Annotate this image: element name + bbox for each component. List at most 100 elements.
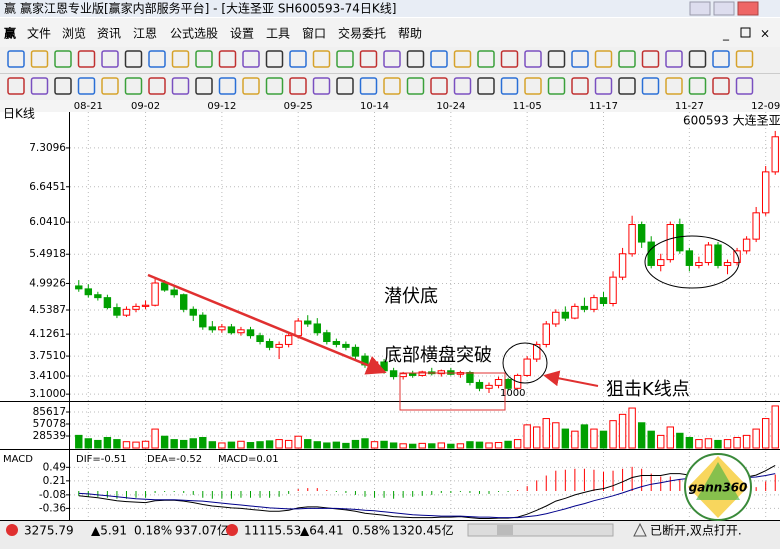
toolbar-button[interactable]	[195, 50, 213, 68]
toolbar-button[interactable]	[171, 50, 190, 68]
toolbar-button[interactable]	[336, 77, 354, 95]
toolbar-button[interactable]	[618, 77, 636, 95]
minimize-button[interactable]	[689, 1, 711, 16]
y-tick-label: 3.1000	[29, 388, 66, 400]
volume-bar	[580, 424, 589, 449]
volume-bar	[389, 442, 398, 449]
pointer-arrow	[543, 370, 599, 387]
toolbar-button[interactable]	[571, 77, 589, 95]
menu-item[interactable]: 设置	[230, 27, 254, 41]
toolbar-button[interactable]	[218, 50, 237, 68]
menu-item[interactable]: 文件	[27, 26, 51, 41]
toolbar-button[interactable]	[54, 50, 72, 68]
toolbar-button[interactable]	[406, 50, 425, 68]
toolbar-button[interactable]	[54, 77, 72, 95]
toolbar-button[interactable]	[430, 50, 448, 68]
toolbar-button[interactable]	[312, 50, 331, 68]
toolbar-button[interactable]	[735, 50, 754, 68]
toolbar-button[interactable]	[148, 77, 166, 95]
toolbar-button[interactable]	[477, 50, 495, 68]
toolbar-button[interactable]	[383, 77, 401, 95]
volume-bar	[447, 443, 455, 449]
sz-change: ▲64.41	[300, 524, 344, 538]
menu-item[interactable]: 帮助	[398, 27, 422, 41]
connection-status[interactable]: 已断开,双点打开.	[650, 523, 742, 538]
logo: gann360	[684, 453, 752, 521]
toolbar-button[interactable]	[453, 77, 472, 95]
toolbar-button[interactable]	[242, 50, 260, 68]
scrollbar[interactable]	[467, 523, 614, 537]
mdi-restore[interactable]	[740, 27, 751, 38]
toolbar-button[interactable]	[124, 77, 143, 95]
toolbar-button[interactable]	[77, 50, 96, 68]
toolbar-button[interactable]	[735, 77, 754, 95]
toolbar-button[interactable]	[77, 77, 96, 95]
toolbar-button[interactable]	[124, 50, 143, 68]
toolbar-button[interactable]	[30, 50, 49, 68]
annotation: 狙击K线点	[606, 379, 690, 400]
toolbar-button[interactable]	[265, 50, 284, 68]
toolbar-button[interactable]	[688, 50, 707, 68]
menu-item[interactable]: 窗口	[302, 27, 326, 41]
toolbar-button[interactable]	[524, 50, 542, 68]
toolbar-button[interactable]	[430, 77, 448, 95]
toolbar-button[interactable]	[500, 77, 519, 95]
toolbar-button[interactable]	[171, 77, 190, 95]
menu-item[interactable]: 江恩	[133, 27, 157, 41]
mdi-minimize[interactable]: _	[722, 27, 730, 41]
toolbar-button[interactable]	[289, 50, 307, 68]
volume-bar	[456, 443, 465, 449]
toolbar-button[interactable]	[359, 50, 378, 68]
toolbar-button[interactable]	[359, 77, 378, 95]
mdi-close[interactable]: ×	[760, 27, 770, 41]
candle-body	[323, 332, 331, 343]
toolbar-button[interactable]	[712, 77, 730, 95]
toolbar-button[interactable]	[101, 77, 119, 95]
toolbar-button[interactable]	[477, 77, 495, 95]
toolbar-button[interactable]	[30, 77, 49, 95]
toolbar-button[interactable]	[101, 50, 119, 68]
toolbar-button[interactable]	[618, 50, 636, 68]
toolbar-button[interactable]	[218, 77, 237, 95]
toolbar-button[interactable]	[195, 77, 213, 95]
menu-item[interactable]: 工具	[266, 27, 290, 41]
menu-item[interactable]: 浏览	[62, 26, 86, 41]
candle-body	[733, 250, 741, 264]
toolbar-button[interactable]	[406, 77, 425, 95]
toolbar-button[interactable]	[665, 77, 683, 95]
toolbar-button[interactable]	[571, 50, 589, 68]
sz-amount: 1320.45亿	[392, 523, 454, 538]
menu-item[interactable]: 交易委托	[338, 26, 386, 41]
toolbar-button[interactable]	[453, 50, 472, 68]
toolbar-button[interactable]	[594, 77, 613, 95]
menu-item[interactable]: 公式选股	[170, 27, 218, 41]
toolbar-button[interactable]	[641, 50, 660, 68]
toolbar-button[interactable]	[289, 77, 307, 95]
toolbar-button[interactable]	[688, 77, 707, 95]
toolbar-button[interactable]	[336, 50, 354, 68]
toolbar-button[interactable]	[547, 77, 566, 95]
toolbar-button[interactable]	[547, 50, 566, 68]
toolbar-button[interactable]	[500, 50, 519, 68]
scrollbar-thumb[interactable]	[497, 525, 513, 535]
toolbar-button[interactable]	[265, 77, 284, 95]
toolbar-button[interactable]	[148, 50, 166, 68]
toolbar-button[interactable]	[665, 50, 683, 68]
toolbar-button[interactable]	[712, 50, 730, 68]
consolidation-box	[399, 372, 506, 411]
toolbar-button[interactable]	[7, 77, 25, 95]
y-tick-label: 3.7510	[29, 350, 66, 362]
toolbar-button[interactable]	[383, 50, 401, 68]
volume-bar	[552, 422, 560, 449]
toolbar-button[interactable]	[312, 77, 331, 95]
menu-item[interactable]: 资讯	[97, 27, 121, 41]
toolbar-button[interactable]	[594, 50, 613, 68]
toolbar-button[interactable]	[641, 77, 660, 95]
candle-body	[657, 259, 665, 266]
close-button[interactable]	[737, 1, 759, 16]
candle-body	[180, 294, 188, 310]
toolbar-button[interactable]	[524, 77, 542, 95]
maximize-button[interactable]	[713, 1, 735, 16]
toolbar-button[interactable]	[242, 77, 260, 95]
toolbar-button[interactable]	[7, 50, 25, 68]
